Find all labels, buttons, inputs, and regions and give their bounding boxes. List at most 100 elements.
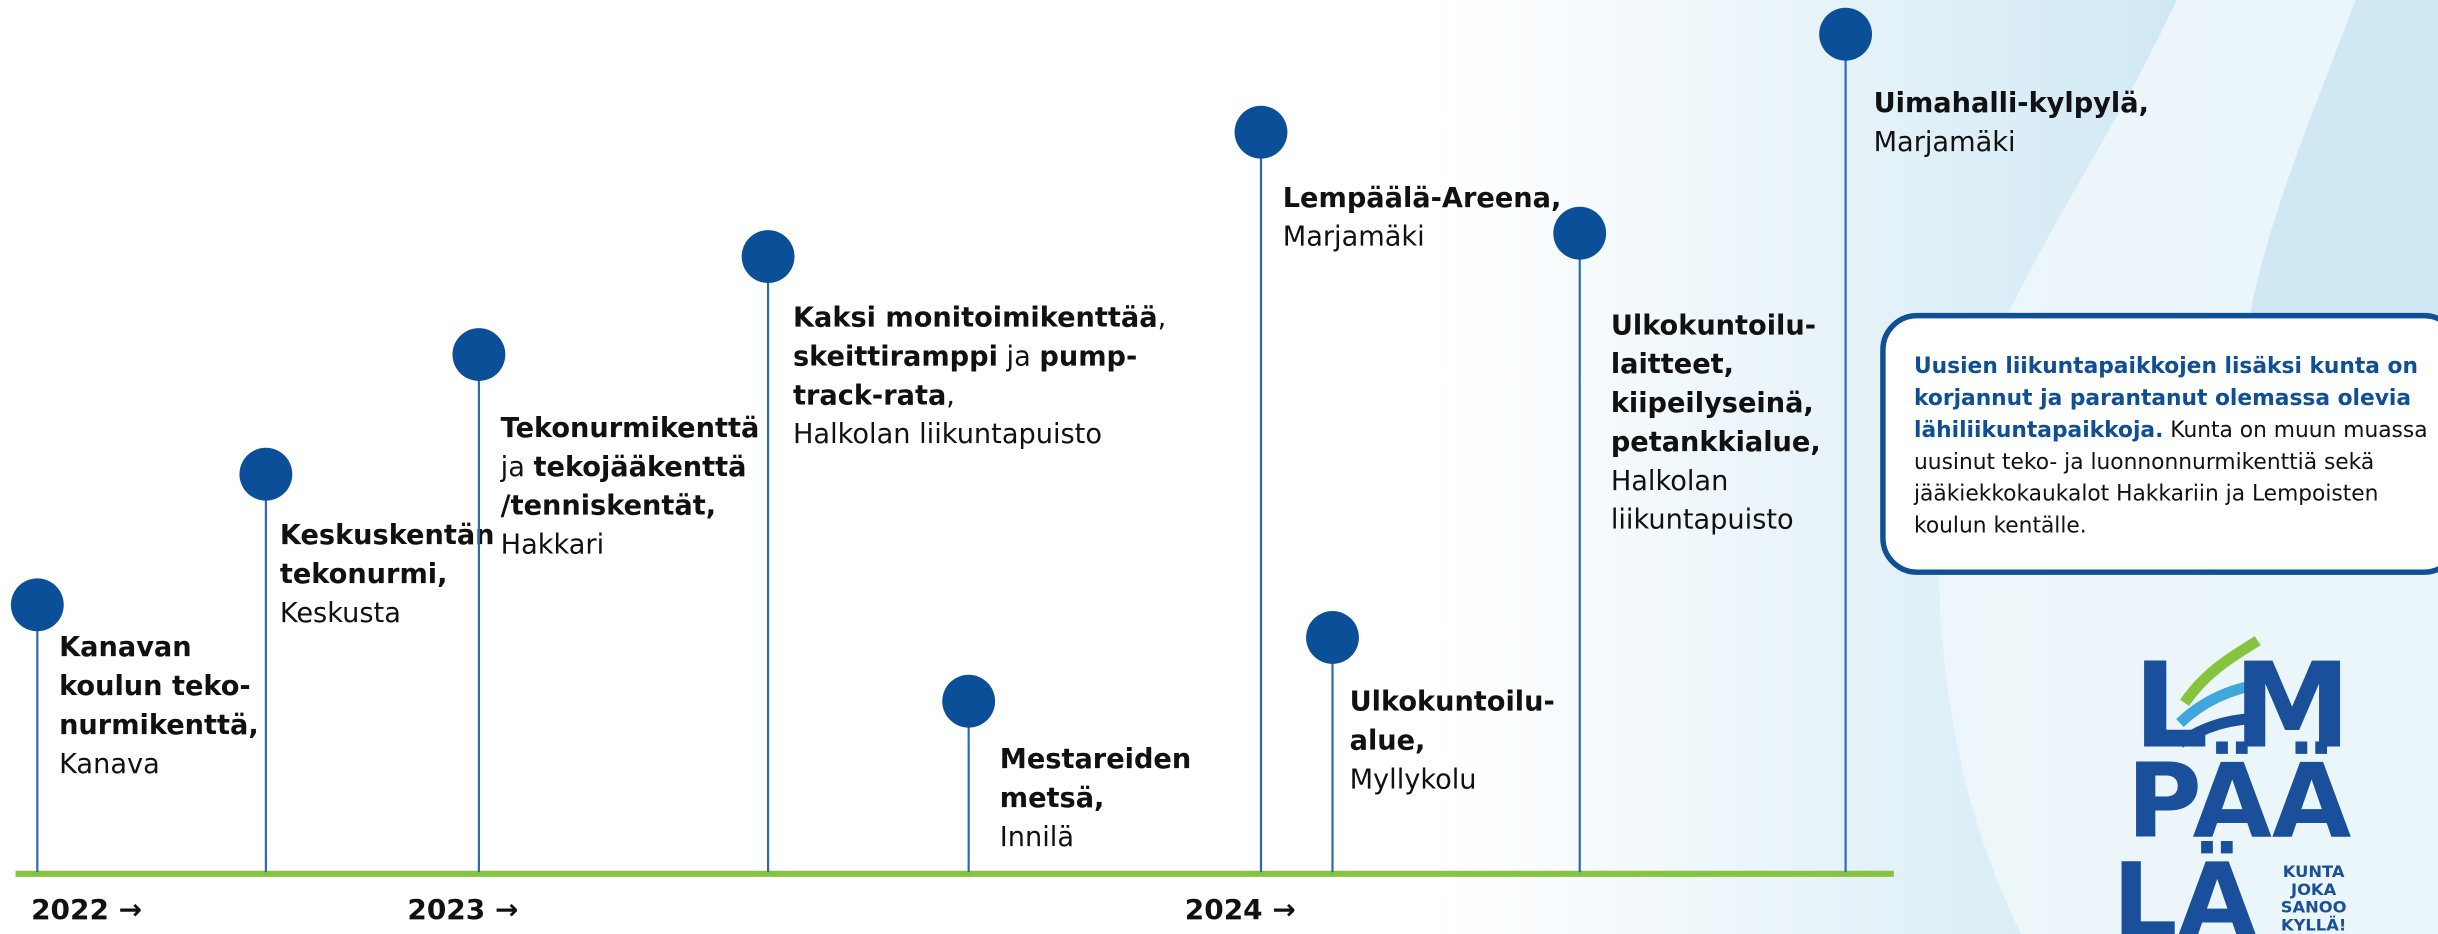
text-line: uusinut teko- ja luonnonnurmikenttiä sek…: [1914, 450, 2374, 475]
bold-text: Kaksi monitoimikenttää: [793, 303, 1158, 334]
text: Kunta on muun muassa: [2163, 418, 2427, 443]
text-line: Kaksi monitoimikenttää,: [793, 303, 1166, 334]
event-label: Ulkokuntoilu-laitteet, kiipeilyseinä, peta…: [1611, 310, 1821, 535]
text-line: koulun teko-: [59, 671, 251, 702]
event: Tekonurmikenttä ja tekojääkenttä/tenniske…: [452, 328, 760, 873]
text-line: ja tekojääkenttä: [500, 452, 747, 483]
text-line: laitteet,: [1611, 349, 1734, 380]
text-line: Innilä: [1000, 822, 1074, 853]
text-line: Keskuskentän: [280, 520, 495, 551]
text-line: tekonurmi,: [280, 559, 448, 590]
bold-text: tekojääkenttä: [534, 452, 747, 483]
pin-head: [239, 447, 293, 501]
logo-letters: PÄÄ: [2127, 740, 2352, 862]
bold-text: tekonurmi,: [280, 559, 448, 590]
text-line: liikuntapuisto: [1611, 505, 1794, 536]
text-line: Hakkari: [501, 530, 605, 561]
text-line: Uimahalli-kylpylä,: [1874, 88, 2149, 119]
event-label: Kanavan koulun teko-nurmikenttä, Kanava: [59, 632, 259, 780]
pin-head: [942, 674, 996, 728]
logo-slogan: JOKA: [2290, 880, 2337, 899]
bold-text: Uusien liikuntapaikkojen lisäksi kunta o…: [1914, 354, 2418, 379]
pin-head: [10, 578, 64, 632]
text-line: Marjamäki: [1874, 127, 2016, 158]
text-line: Kanavan: [59, 632, 192, 663]
text-line: skeittiramppi ja pump-: [793, 341, 1137, 372]
text: liikuntapuisto: [1611, 505, 1794, 536]
event-label: Kaksi monitoimikenttää, skeittiramppi ja …: [793, 303, 1166, 451]
text: koulun kentälle.: [1914, 514, 2087, 539]
text: Kanava: [59, 749, 160, 780]
bold-text: nurmikenttä,: [59, 710, 259, 741]
text-line: Halkolan liikuntapuisto: [793, 419, 1102, 450]
text-line: Myllykolu: [1350, 764, 1477, 795]
text-line: Ulkokuntoilu-: [1611, 310, 1816, 341]
text: ja: [500, 452, 534, 483]
bold-text: korjannut ja parantanut olemassa olevia: [1914, 386, 2411, 411]
event: Mestareiden metsä, Innilä: [942, 674, 1191, 873]
text: ja: [998, 341, 1039, 372]
logo-wave: [2176, 678, 2264, 728]
text-line: Lempäälä-Areena,: [1283, 183, 1562, 214]
year-label: 2022 →: [31, 893, 142, 926]
event: Uimahalli-kylpylä, Marjamäki: [1819, 7, 2149, 873]
bold-text: Keskuskentän: [280, 520, 495, 551]
text: Hakkari: [501, 530, 605, 561]
event-label: Uimahalli-kylpylä, Marjamäki: [1874, 88, 2149, 158]
logo-slogan: KYLLÄ!: [2281, 916, 2346, 934]
logo-letters: L: [2133, 636, 2208, 774]
text: ,: [946, 380, 955, 411]
bold-text: Ulkokuntoilu-: [1611, 310, 1816, 341]
bold-text: kiipeilyseinä,: [1611, 388, 1814, 419]
pin-head: [452, 328, 506, 381]
text-line: nurmikenttä,: [59, 710, 259, 741]
pin-head: [1819, 7, 1873, 61]
text-line: /tenniskentät,: [501, 491, 716, 522]
text-line: koulun kentälle.: [1914, 514, 2087, 539]
text-line: petankkialue,: [1611, 427, 1821, 458]
bold-text: /tenniskentät,: [501, 491, 716, 522]
logo-slogan: KUNTA: [2283, 862, 2345, 881]
text: Keskusta: [280, 598, 401, 629]
year-label: 2023 →: [407, 893, 518, 926]
text: ,: [1158, 303, 1167, 334]
bold-text: pump-: [1039, 341, 1137, 372]
pin-head: [1553, 206, 1607, 260]
info-box: [1880, 312, 2438, 575]
text-line: korjannut ja parantanut olemassa olevia: [1914, 386, 2411, 411]
logo-wave: [2180, 636, 2261, 706]
text-line: Uusien liikuntapaikkojen lisäksi kunta o…: [1914, 354, 2418, 379]
text-line: Kanava: [59, 749, 160, 780]
info-text: Uusien liikuntapaikkojen lisäksi kunta o…: [1913, 354, 2428, 538]
event-label: Lempäälä-Areena, Marjamäki: [1283, 183, 1562, 253]
text: Marjamäki: [1283, 222, 1425, 253]
event: Ulkokuntoilu-laitteet, kiipeilyseinä, peta…: [1553, 206, 1821, 873]
text: Halkolan: [1611, 466, 1729, 497]
bold-text: Mestareiden: [1000, 744, 1191, 775]
pin-head: [1234, 105, 1288, 159]
pin-head: [741, 230, 795, 283]
bold-text: alue,: [1350, 725, 1426, 756]
logo-wave: [2176, 712, 2263, 748]
event-label: Mestareiden metsä, Innilä: [1000, 744, 1191, 853]
event: Keskuskentän tekonurmi, Keskusta: [239, 447, 495, 873]
text-line: Ulkokuntoilu-: [1350, 687, 1555, 718]
event: Kaksi monitoimikenttää, skeittiramppi ja …: [741, 230, 1166, 873]
text-line: metsä,: [1000, 783, 1105, 814]
text: jääkiekkokaukalot Hakkariin ja Lempoiste…: [1913, 482, 2378, 507]
logo: [2176, 636, 2264, 748]
bold-text: lähiliikuntapaikkoja.: [1914, 418, 2163, 443]
text: Marjamäki: [1874, 127, 2016, 158]
bold-text: Lempäälä-Areena,: [1283, 183, 1562, 214]
bold-text: petankkialue,: [1611, 427, 1821, 458]
text-line: track-rata,: [793, 380, 955, 411]
bold-text: Tekonurmikenttä: [501, 413, 760, 444]
text: Innilä: [1000, 822, 1074, 853]
text-line: Halkolan: [1611, 466, 1729, 497]
text: Myllykolu: [1350, 764, 1477, 795]
bold-text: skeittiramppi: [793, 341, 998, 372]
event-label: Keskuskentän tekonurmi, Keskusta: [280, 520, 495, 629]
year-label: 2024 →: [1185, 893, 1296, 926]
event: Kanavan koulun teko-nurmikenttä, Kanava: [10, 578, 259, 873]
